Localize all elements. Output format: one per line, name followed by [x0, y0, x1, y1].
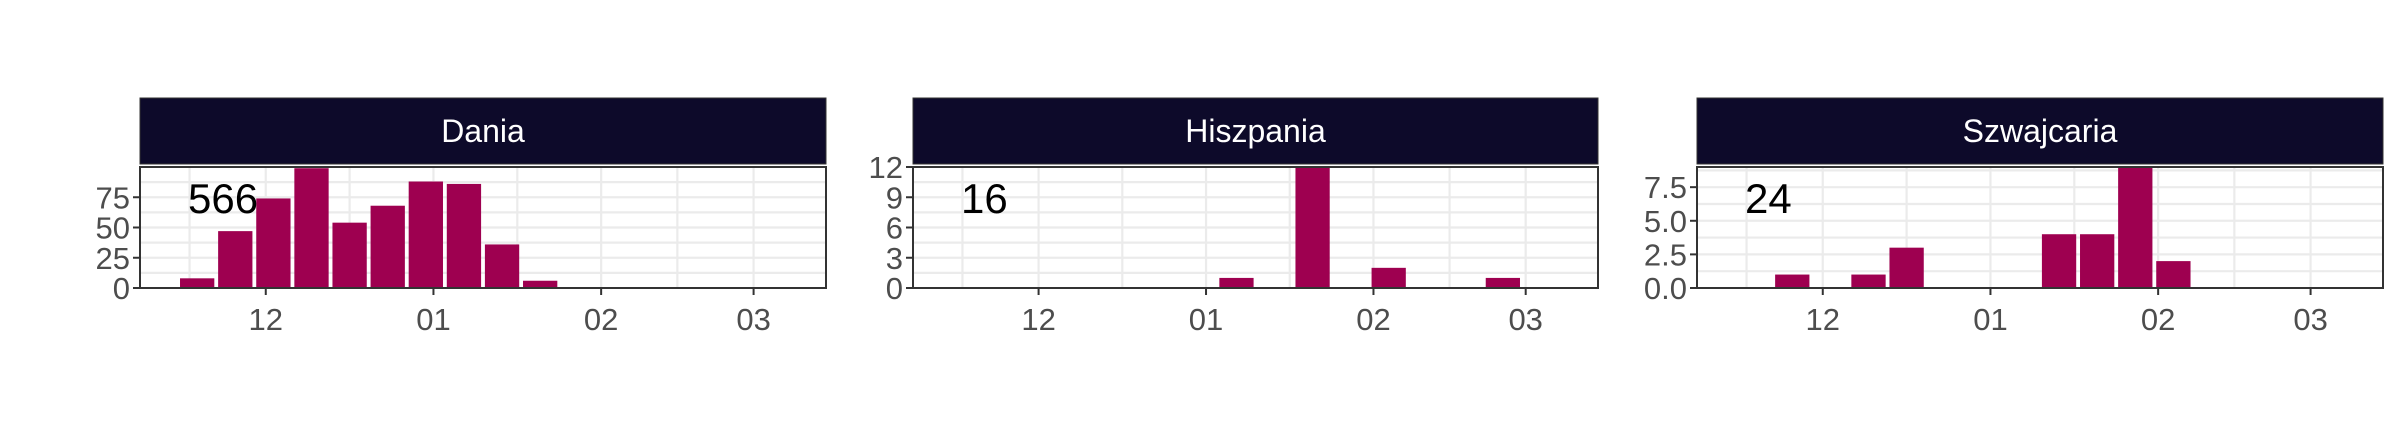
panel-strip	[912, 97, 1599, 165]
y-tick-label: 2.5	[1644, 237, 1687, 272]
x-tick-label: 01	[416, 302, 450, 337]
panel-strip	[139, 97, 827, 165]
panel-title: Szwajcaria	[1963, 113, 2118, 149]
x-tick-label: 02	[2141, 302, 2175, 337]
x-tick-label: 03	[736, 302, 770, 337]
y-tick-label: 3	[886, 241, 903, 276]
bar	[2041, 234, 2077, 288]
y-tick-label: 75	[96, 180, 130, 215]
bar	[1485, 277, 1520, 288]
bar	[256, 198, 291, 288]
bar	[1219, 277, 1254, 288]
y-tick-label: 0.0	[1644, 271, 1687, 306]
bar	[446, 183, 482, 288]
y-tick-label: 7.5	[1644, 170, 1687, 205]
bar	[408, 181, 443, 288]
bar	[294, 168, 329, 288]
x-tick-label: 03	[2293, 302, 2327, 337]
x-tick-label: 02	[1356, 302, 1390, 337]
bar	[370, 205, 405, 288]
panel-strip	[1696, 97, 2384, 165]
bar	[218, 231, 253, 288]
bar	[180, 278, 215, 288]
bar	[1371, 267, 1406, 288]
panel-title: Hiszpania	[1185, 113, 1326, 149]
y-tick-label: 12	[869, 150, 903, 185]
x-tick-label: 12	[1021, 302, 1055, 337]
y-tick-label: 9	[886, 180, 903, 215]
plot-background	[1697, 167, 2383, 288]
y-tick-label: 0	[113, 271, 130, 306]
x-tick-label: 01	[1973, 302, 2007, 337]
bar	[1851, 274, 1886, 288]
x-tick-label: 03	[1508, 302, 1542, 337]
bar	[523, 280, 558, 288]
bar	[1295, 167, 1330, 288]
bar	[484, 244, 520, 288]
panel-annotation: 566	[188, 175, 258, 222]
y-tick-label: 25	[96, 241, 130, 276]
y-tick-label: 0	[886, 271, 903, 306]
panel-title: Dania	[441, 113, 525, 149]
y-tick-label: 5.0	[1644, 204, 1687, 239]
bar	[2118, 167, 2153, 288]
bar	[2080, 234, 2115, 288]
chart-panel: Szwajcaria 0.02.55.07.5 12 01 02 03 24	[1644, 97, 2384, 337]
x-tick-label: 12	[249, 302, 283, 337]
bar	[2156, 261, 2191, 288]
panel-annotation: 16	[961, 175, 1008, 222]
x-tick-label: 01	[1189, 302, 1223, 337]
panel-annotation: 24	[1745, 175, 1792, 222]
x-tick-label: 12	[1806, 302, 1840, 337]
x-tick-label: 02	[584, 302, 618, 337]
y-tick-label: 50	[96, 211, 130, 246]
y-tick-label: 6	[886, 211, 903, 246]
panel-border	[1696, 166, 2384, 289]
bar	[332, 222, 367, 288]
bar	[1889, 247, 1924, 288]
bar	[1775, 274, 1810, 288]
